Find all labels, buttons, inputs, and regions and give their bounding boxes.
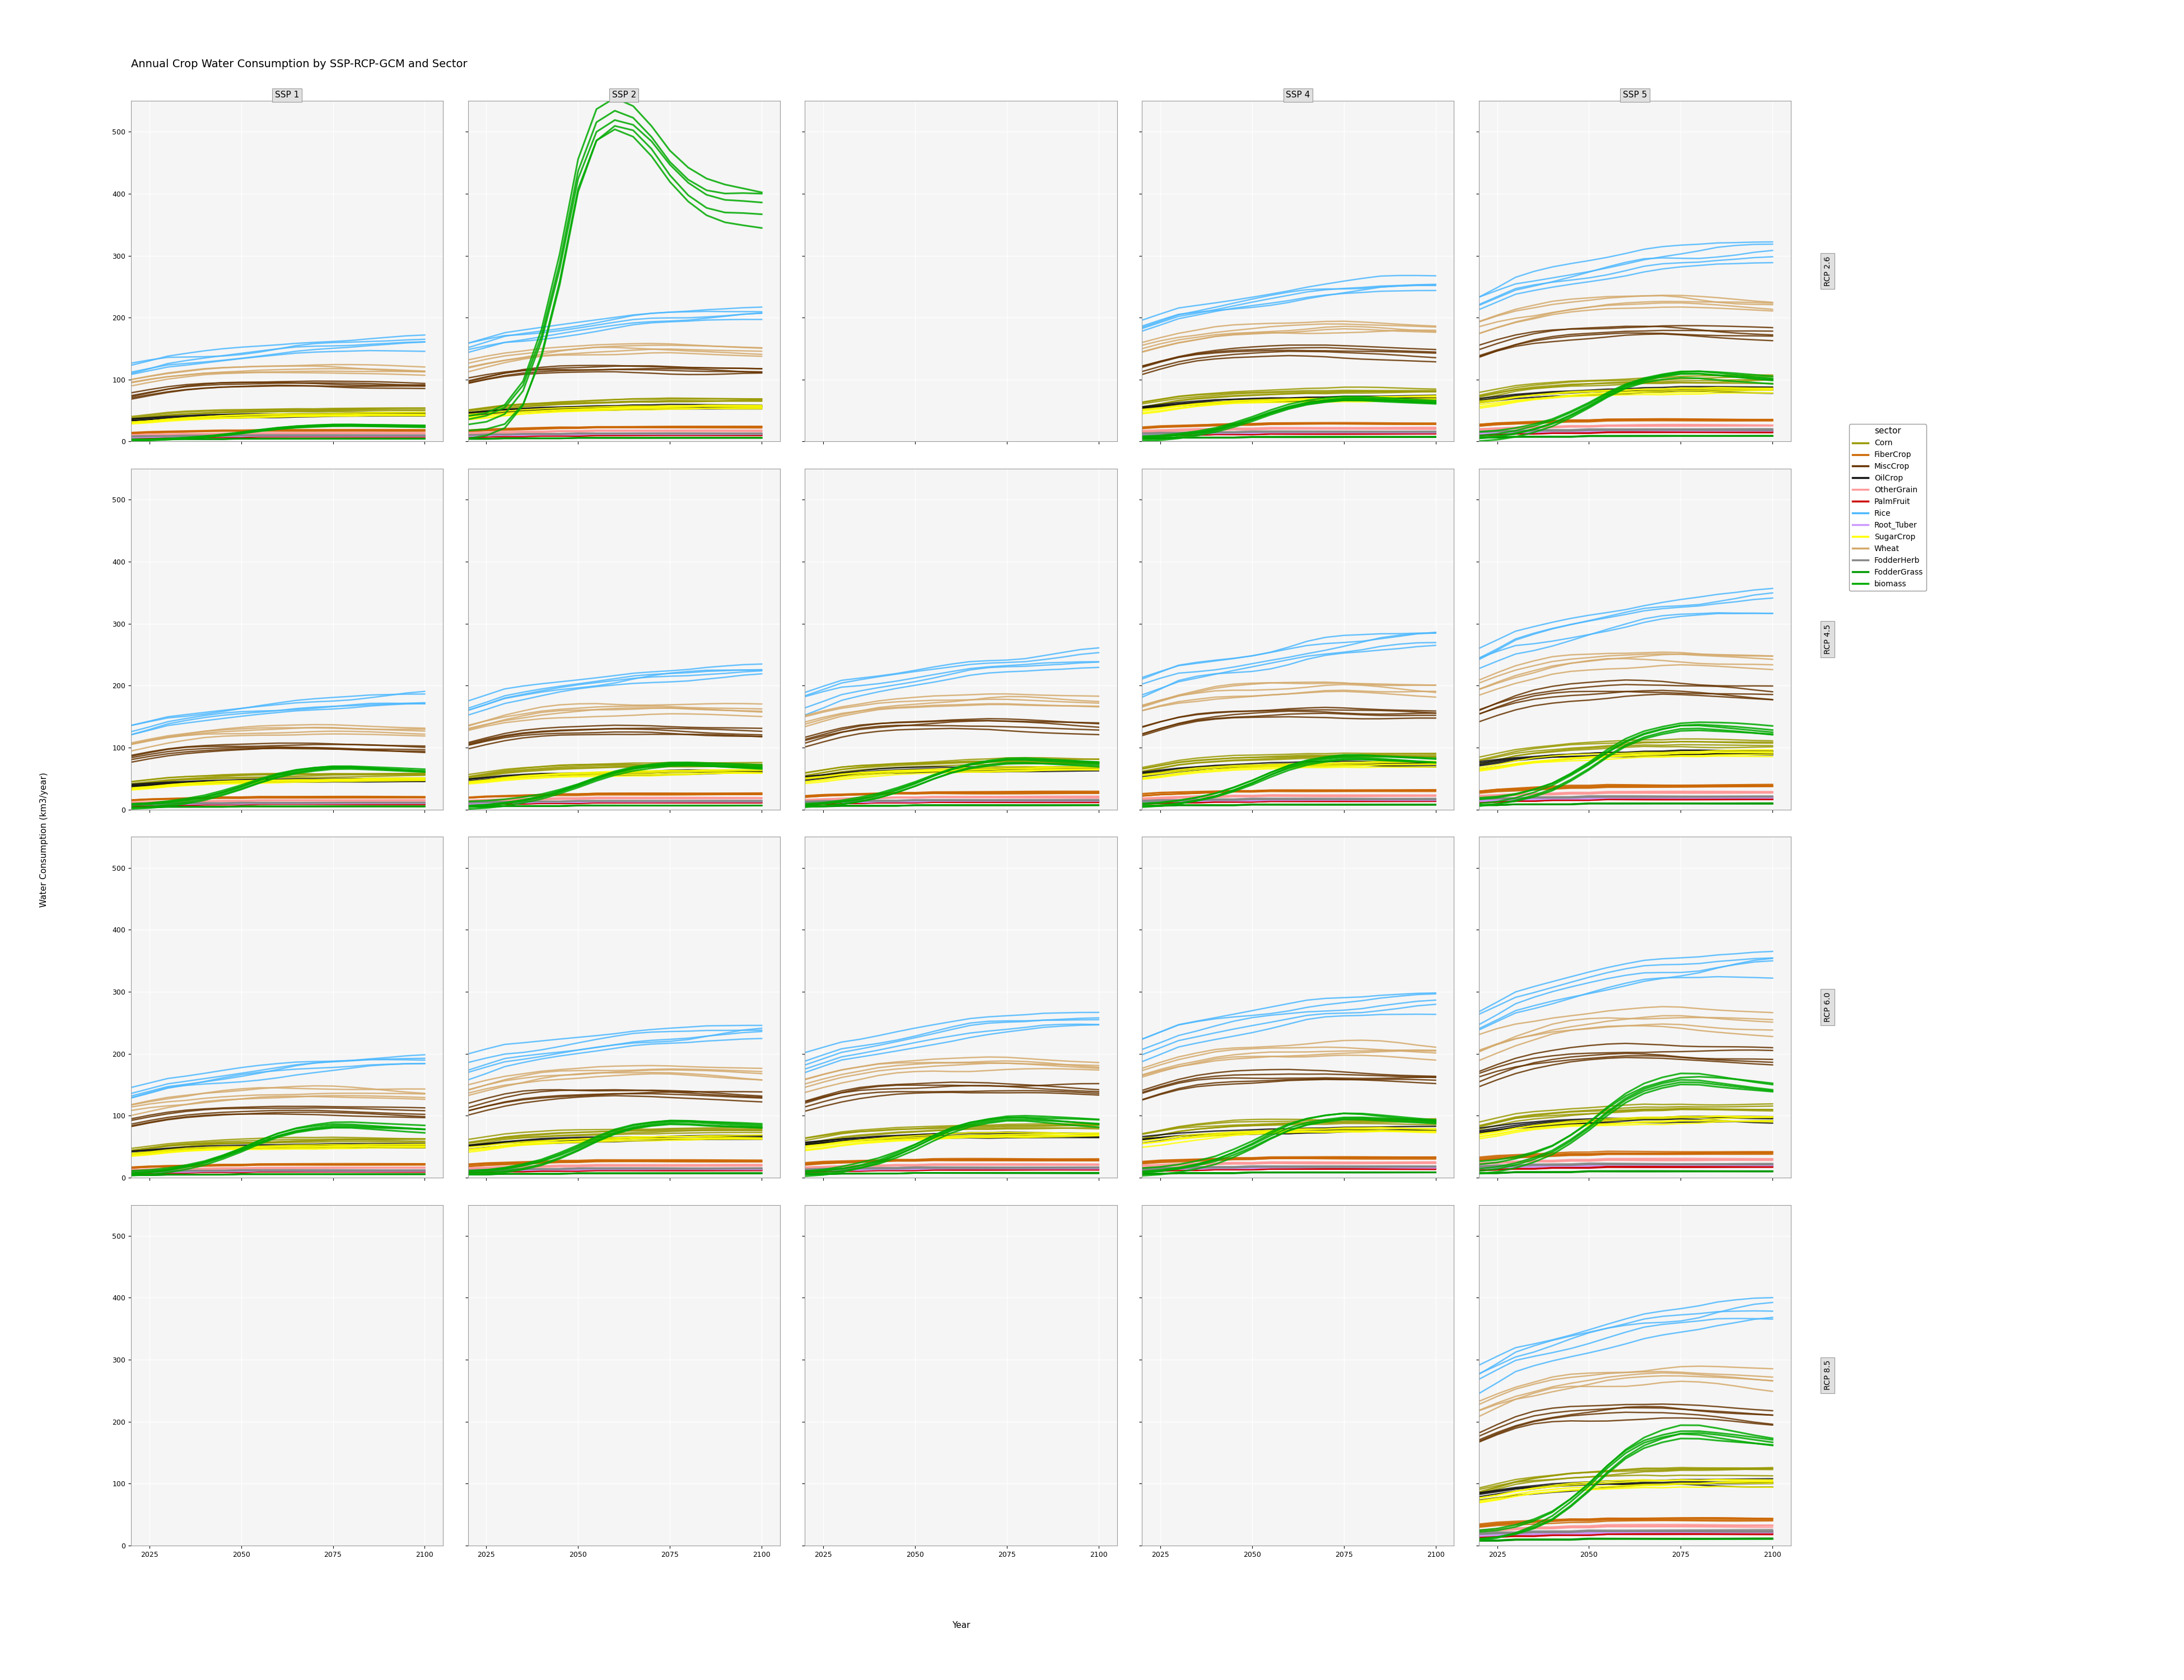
Text: RCP 2.6: RCP 2.6 <box>1824 257 1832 286</box>
Text: Year: Year <box>952 1621 970 1630</box>
Title: SSP 2: SSP 2 <box>612 91 636 99</box>
Text: Water Consumption (km3/year): Water Consumption (km3/year) <box>39 773 48 907</box>
Text: RCP 8.5: RCP 8.5 <box>1824 1361 1832 1389</box>
Title: SSP 1: SSP 1 <box>275 91 299 99</box>
Text: Annual Crop Water Consumption by SSP-RCP-GCM and Sector: Annual Crop Water Consumption by SSP-RCP… <box>131 59 467 69</box>
Text: RCP 6.0: RCP 6.0 <box>1824 993 1832 1021</box>
Legend: Corn, FiberCrop, MiscCrop, OilCrop, OtherGrain, PalmFruit, Rice, Root_Tuber, Sug: Corn, FiberCrop, MiscCrop, OilCrop, Othe… <box>1850 423 1926 591</box>
Title: SSP 4: SSP 4 <box>1286 91 1310 99</box>
Title: SSP 5: SSP 5 <box>1623 91 1647 99</box>
Text: RCP 4.5: RCP 4.5 <box>1824 625 1832 654</box>
